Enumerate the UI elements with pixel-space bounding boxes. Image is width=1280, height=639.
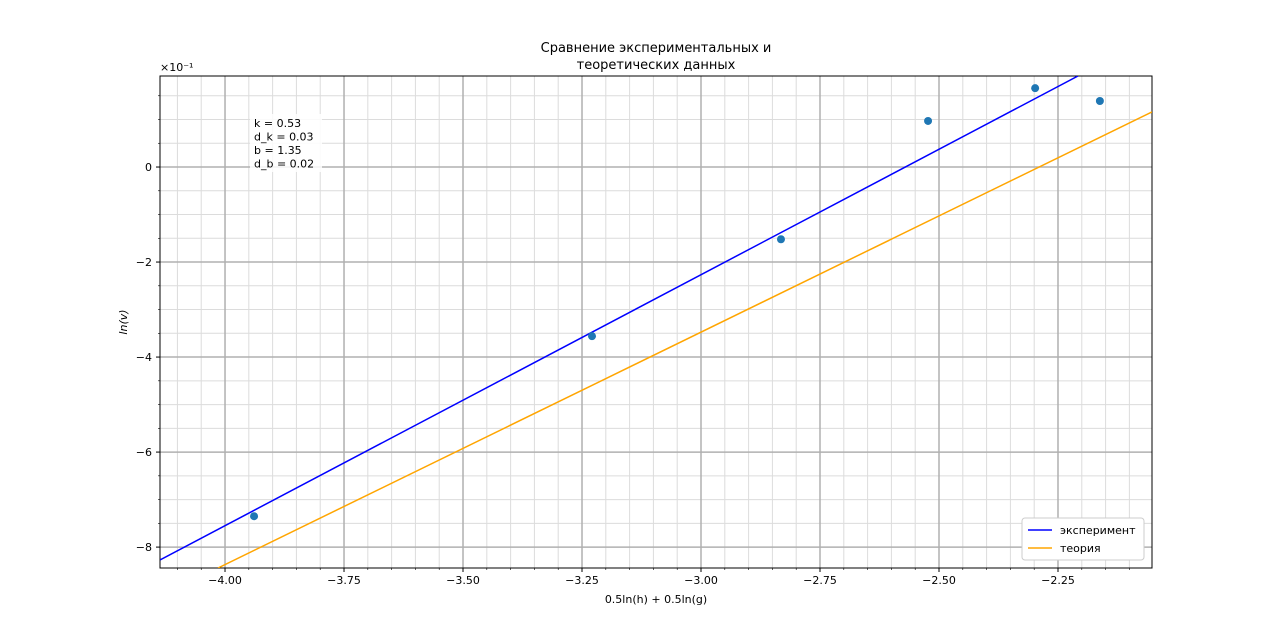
x-tick-label: −2.25 bbox=[1041, 574, 1075, 587]
line bbox=[160, 76, 1079, 561]
line bbox=[217, 111, 1152, 568]
annotation-box bbox=[250, 114, 322, 172]
plot-frame bbox=[159, 75, 1153, 569]
point bbox=[776, 235, 785, 244]
annotation: k = 0.53 bbox=[254, 117, 301, 130]
point bbox=[250, 512, 259, 521]
annotation: d_b = 0.02 bbox=[254, 158, 314, 171]
y-tick-label: 0 bbox=[145, 161, 152, 174]
legend-label: теория bbox=[1060, 542, 1101, 555]
y-axis-label: ln(v) bbox=[117, 309, 130, 334]
x-tick-label: −3.75 bbox=[327, 574, 361, 587]
x-tick-label: −2.75 bbox=[803, 574, 837, 587]
y-tick-label: −2 bbox=[136, 256, 152, 269]
point bbox=[1095, 96, 1104, 105]
x-tick-label: −3.25 bbox=[565, 574, 599, 587]
annotation: b = 1.35 bbox=[254, 144, 302, 157]
y-tick-label: −4 bbox=[136, 351, 152, 364]
x-tick-label: −4.00 bbox=[208, 574, 242, 587]
x-axis-label: 0.5ln(h) + 0.5ln(g) bbox=[605, 593, 707, 606]
x-tick-label: −2.50 bbox=[922, 574, 956, 587]
legend-box bbox=[1021, 517, 1145, 561]
chart-title: Сравнение экспериментальных и теоретическ… bbox=[541, 41, 772, 73]
y-offset-label: ×10⁻¹ bbox=[160, 61, 193, 74]
point bbox=[924, 116, 933, 125]
point bbox=[1031, 84, 1040, 93]
y-tick-label: −8 bbox=[136, 541, 152, 554]
annotation: d_k = 0.03 bbox=[254, 131, 314, 144]
x-tick-label: −3.50 bbox=[446, 574, 480, 587]
x-tick-label: −3.00 bbox=[684, 574, 718, 587]
y-tick-label: −6 bbox=[136, 446, 152, 459]
point bbox=[588, 332, 597, 341]
legend-label: эксперимент bbox=[1060, 524, 1136, 537]
